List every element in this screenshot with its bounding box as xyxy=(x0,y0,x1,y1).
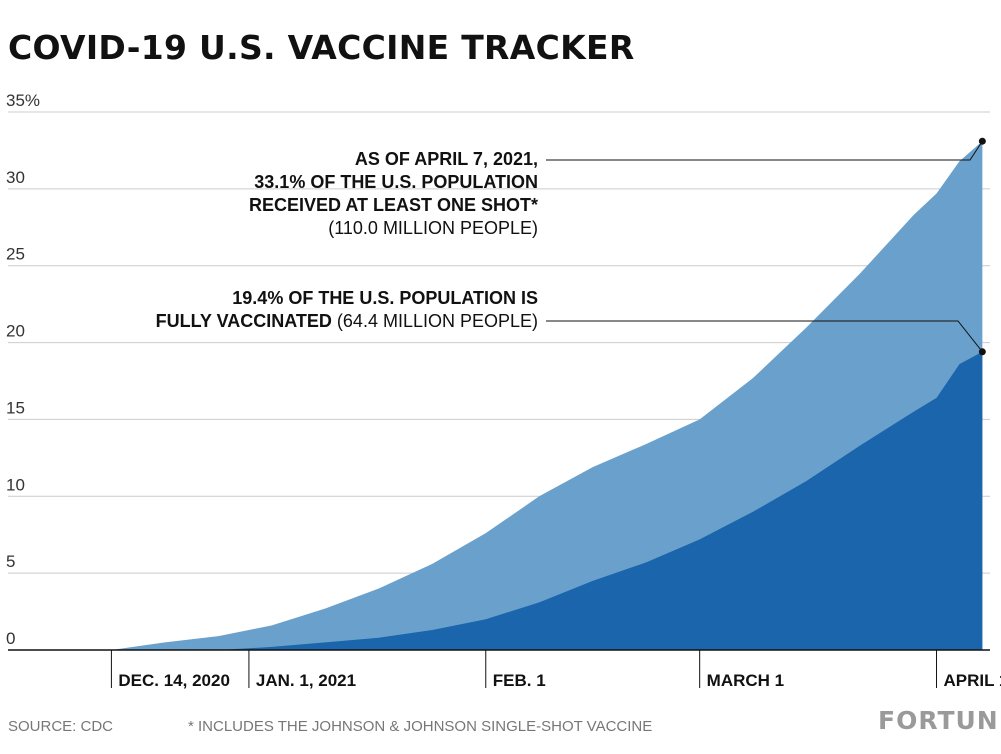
y-tick-label: 30 xyxy=(6,168,25,187)
x-tick-label: DEC. 14, 2020 xyxy=(118,671,230,690)
footer-note: * INCLUDES THE JOHNSON & JOHNSON SINGLE-… xyxy=(188,718,653,735)
annotation-leader-line xyxy=(546,320,983,353)
axes: DEC. 14, 2020 JAN. 1, 2021 FEB. 1 MARCH 1 AP… xyxy=(8,649,1001,690)
annotation-leaders xyxy=(546,137,986,356)
x-tick-label: FEB. 1 xyxy=(493,671,546,690)
annotation-fully-line1: 19.4% OF THE U.S. POPULATION IS xyxy=(232,288,538,308)
annotation-one-shot-line4: (110.0 MILLION PEOPLE) xyxy=(328,218,538,238)
y-tick-label: 25 xyxy=(6,245,25,264)
fortune-logo: FORTUNE xyxy=(878,706,1001,735)
y-tick-label: 10 xyxy=(6,475,25,494)
x-tick-label: JAN. 1, 2021 xyxy=(256,671,356,690)
annotation-one-shot-line1: AS OF APRIL 7, 2021, xyxy=(354,149,538,169)
y-tick-label: 35% xyxy=(6,91,40,110)
area-series xyxy=(111,141,983,650)
y-tick-label: 15 xyxy=(6,398,25,417)
x-tick-label: APRIL 1 xyxy=(944,671,1001,690)
y-tick-label: 5 xyxy=(6,552,15,571)
annotation-fully-line2-bold: FULLY VACCINATED xyxy=(155,311,332,331)
y-tick-label: 0 xyxy=(6,629,15,648)
annotation-one-shot-line2: 33.1% OF THE U.S. POPULATION xyxy=(254,172,538,192)
annotation-one-shot-line3: RECEIVED AT LEAST ONE SHOT* xyxy=(248,195,538,215)
area-fully-vaccinated xyxy=(111,351,983,650)
annotation-endpoint-dot xyxy=(978,137,986,145)
annotation-endpoint-dot xyxy=(978,348,986,356)
annotation-one-shot: AS OF APRIL 7, 2021, 33.1% OF THE U.S. P… xyxy=(249,148,538,240)
annotation-fully: 19.4% OF THE U.S. POPULATION IS FULLY VA… xyxy=(156,287,538,333)
chart-title: COVID-19 U.S. VACCINE TRACKER xyxy=(8,28,635,67)
annotation-leader-line xyxy=(546,140,983,161)
x-tick-label: MARCH 1 xyxy=(707,671,784,690)
annotation-fully-line2-regular: (64.4 MILLION PEOPLE) xyxy=(331,311,538,331)
y-tick-label: 20 xyxy=(6,322,25,341)
footer-source: SOURCE: CDC xyxy=(8,718,114,735)
